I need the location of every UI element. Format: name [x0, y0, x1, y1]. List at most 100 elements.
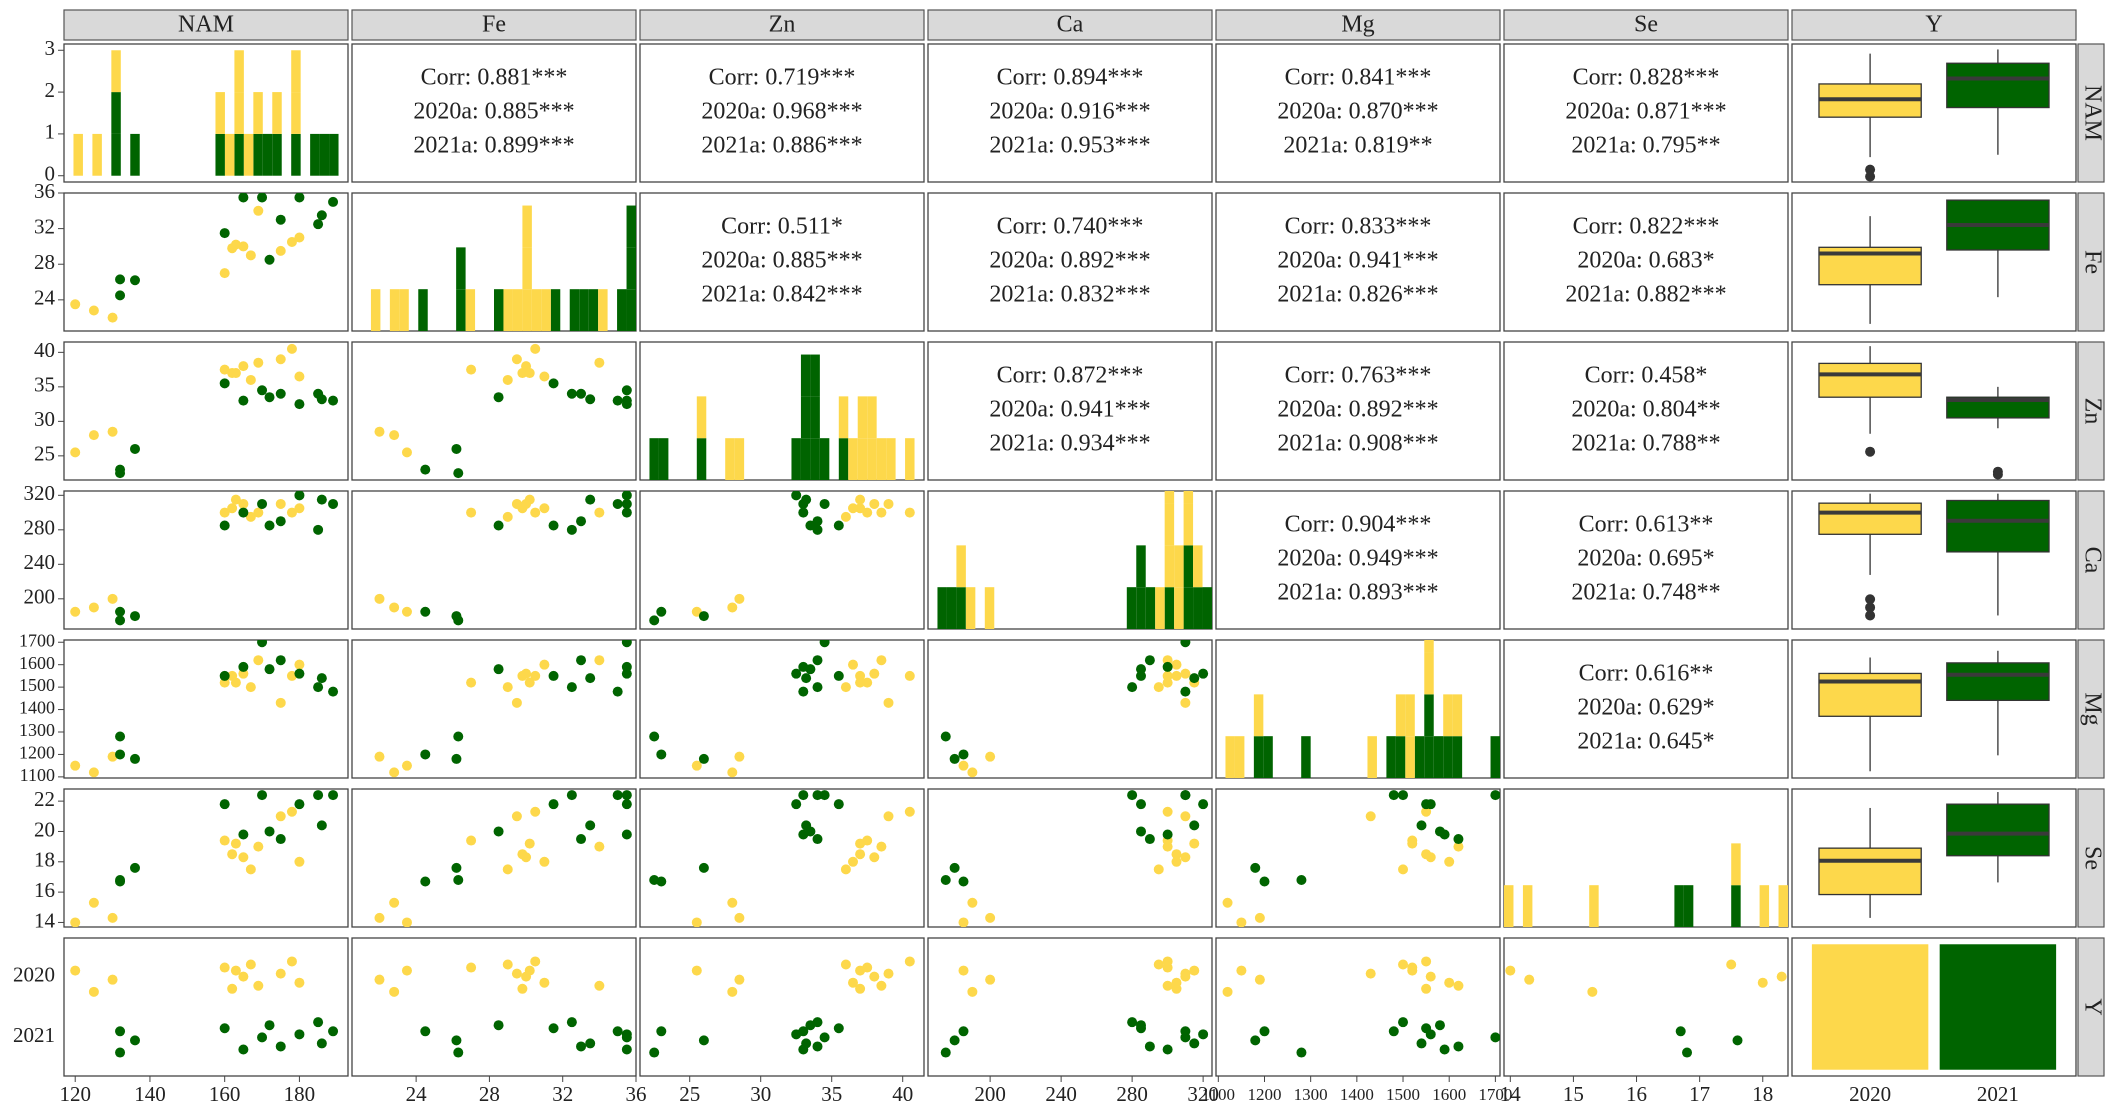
x-tick-label: 36 — [626, 1082, 647, 1106]
point — [245, 250, 256, 261]
hist-block — [649, 438, 659, 480]
point — [316, 394, 327, 405]
panel-content — [1225, 640, 1500, 778]
point — [848, 503, 858, 514]
point — [389, 430, 400, 441]
point — [389, 897, 400, 908]
hist-block — [234, 133, 244, 176]
hist-block — [1164, 587, 1175, 629]
point — [798, 686, 809, 697]
point — [275, 516, 286, 527]
point — [940, 731, 951, 742]
point — [1732, 1035, 1743, 1046]
hist-block — [1674, 885, 1684, 927]
point — [612, 498, 623, 509]
point — [238, 395, 249, 406]
hist-block — [243, 133, 254, 176]
point — [275, 245, 286, 256]
hist-block — [1452, 736, 1463, 778]
right-strip — [2077, 341, 2105, 481]
panel-content — [940, 790, 1209, 927]
point — [612, 395, 623, 406]
correlation-text: 2021a: 0.819** — [1283, 133, 1432, 159]
x-tick-label: 25 — [679, 1082, 700, 1106]
strip-label: Y — [1925, 12, 1942, 38]
point — [115, 468, 126, 479]
point — [1434, 826, 1445, 837]
x-tick-label: 40 — [892, 1082, 913, 1106]
point — [1180, 811, 1191, 822]
point — [521, 852, 532, 863]
correlation-text: 2020a: 0.941*** — [1277, 248, 1438, 274]
point — [530, 956, 541, 967]
point — [219, 520, 230, 531]
point — [1757, 977, 1768, 988]
panel — [1215, 490, 1501, 630]
hist-block — [215, 92, 225, 134]
x-tick-label: 17 — [1689, 1082, 1710, 1106]
x-tick-label: 14 — [1500, 1082, 1522, 1106]
point — [130, 1035, 140, 1046]
point — [493, 392, 504, 403]
y-tick-label: 22 — [34, 787, 55, 811]
strip-label: Mg — [2079, 692, 2105, 725]
hist-block — [234, 92, 244, 134]
x-tick-label: 24 — [406, 1082, 428, 1106]
point — [848, 659, 858, 670]
point — [238, 241, 249, 252]
point — [401, 760, 412, 771]
point — [848, 856, 858, 867]
y-tick-label: 30 — [34, 407, 55, 431]
point — [316, 494, 327, 505]
panel — [639, 788, 925, 928]
point — [649, 874, 660, 885]
point — [1421, 983, 1432, 994]
hist-block — [1183, 491, 1194, 504]
point — [727, 767, 738, 778]
y-tick-label: 320 — [24, 481, 56, 505]
point — [805, 664, 816, 675]
point — [1250, 1035, 1261, 1046]
point — [451, 443, 462, 454]
point — [539, 977, 550, 988]
point — [691, 760, 702, 771]
point — [294, 659, 305, 670]
point — [812, 1017, 823, 1028]
point — [1254, 912, 1265, 923]
correlation-text: 2021a: 0.893*** — [1277, 580, 1438, 606]
correlation-text: 2020a: 0.949*** — [1277, 546, 1438, 572]
hist-block — [73, 133, 83, 176]
hist-block — [800, 438, 811, 480]
box — [1946, 499, 2050, 553]
point — [539, 856, 550, 867]
point — [530, 343, 541, 354]
correlation-text: 2020a: 0.870*** — [1277, 99, 1438, 125]
point — [257, 498, 268, 509]
correlation-text: 2021a: 0.645* — [1577, 729, 1714, 755]
point — [219, 1023, 230, 1034]
point — [869, 971, 880, 982]
point — [88, 430, 99, 441]
point — [594, 507, 605, 518]
point — [855, 849, 866, 860]
panel — [1215, 788, 1501, 928]
hist-block — [291, 133, 301, 176]
y-tick-label: 0 — [45, 162, 56, 186]
box — [1946, 62, 2050, 109]
panel-content — [1818, 493, 2050, 621]
panel-content — [649, 491, 915, 626]
hist-block — [791, 438, 801, 480]
y-tick-label: 1200 — [19, 743, 55, 763]
point — [985, 751, 996, 762]
x-tick-label: 280 — [1116, 1082, 1148, 1106]
hist-block — [1164, 491, 1175, 504]
point — [328, 196, 339, 207]
point — [656, 606, 667, 617]
x-tick-label: 2021 — [1977, 1082, 2019, 1106]
point — [734, 974, 745, 985]
point — [328, 395, 339, 406]
point — [219, 835, 230, 846]
point — [115, 874, 126, 885]
panel — [351, 639, 637, 779]
correlation-text: 2021a: 0.899*** — [413, 133, 574, 159]
